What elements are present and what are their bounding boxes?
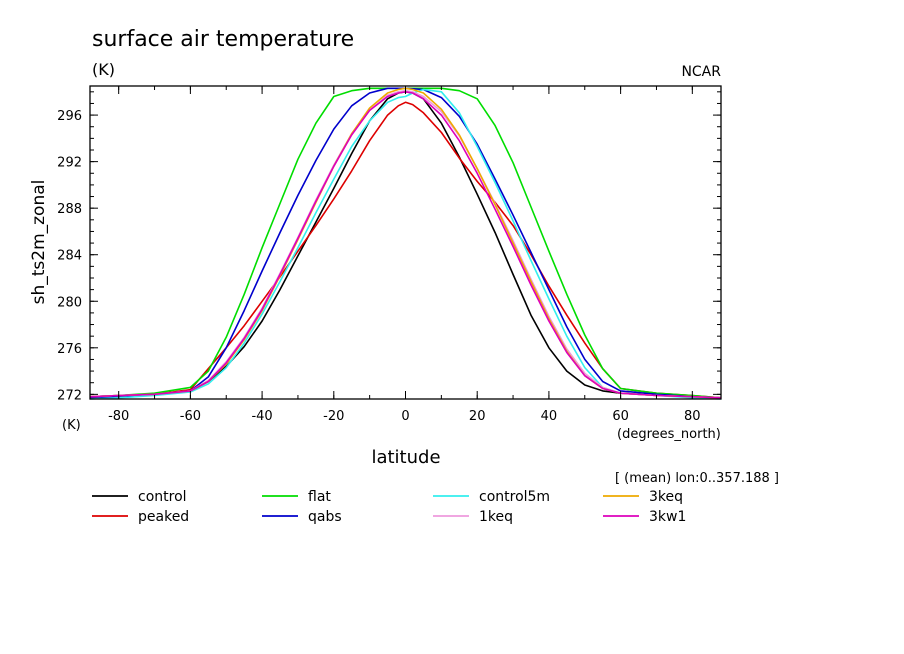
x-tick-label: 60 bbox=[612, 409, 629, 424]
series-line-control5m bbox=[89, 88, 722, 400]
y-tick-label: 292 bbox=[57, 156, 82, 171]
series-layer bbox=[89, 87, 722, 400]
x-axis-label: latitude bbox=[371, 447, 440, 468]
x-tick-label: -60 bbox=[180, 409, 201, 424]
legend-label-flat: flat bbox=[308, 489, 331, 505]
plot-area: -80 -60 -40 -20 0 20 40 60 80 272 276 280 284 288 292 2… bbox=[57, 85, 722, 424]
x-tick-label: 80 bbox=[684, 409, 701, 424]
y-axis-units: (K) bbox=[62, 418, 81, 433]
x-tick-label: 0 bbox=[401, 409, 409, 424]
y-tick-label: 288 bbox=[57, 202, 82, 217]
x-tick-label: -80 bbox=[108, 409, 129, 424]
credit-label: NCAR bbox=[681, 64, 721, 80]
series-line-control bbox=[89, 91, 722, 399]
series-line-1keq bbox=[89, 89, 722, 399]
chart-subtitle: [ (mean) lon:0..357.188 ] bbox=[615, 471, 779, 486]
x-tick-label: 20 bbox=[469, 409, 486, 424]
y-tick-label: 276 bbox=[57, 342, 82, 357]
series-line-3keq bbox=[89, 87, 722, 399]
tick-layer: -80 -60 -40 -20 0 20 40 60 80 272 276 280 284 288 292 2… bbox=[57, 86, 721, 424]
y-tick-label: 296 bbox=[57, 109, 82, 124]
x-axis-units: (degrees_north) bbox=[617, 427, 721, 442]
legend-label-control5m: control5m bbox=[479, 489, 550, 505]
legend-label-qabs: qabs bbox=[308, 509, 342, 525]
legend: control flat control5m 3keq peaked qabs 1keq 3k… bbox=[92, 489, 686, 525]
series-line-flat bbox=[89, 87, 722, 399]
y-tick-label: 284 bbox=[57, 249, 82, 264]
legend-label-3kw1: 3kw1 bbox=[649, 509, 686, 525]
x-tick-label: 40 bbox=[541, 409, 558, 424]
legend-label-3keq: 3keq bbox=[649, 489, 683, 505]
y-axis-label: sh_ts2m_zonal bbox=[29, 180, 49, 305]
series-line-3kw1 bbox=[89, 91, 722, 399]
legend-label-control: control bbox=[138, 489, 187, 505]
units-label: (K) bbox=[92, 60, 115, 79]
series-line-qabs bbox=[89, 87, 722, 399]
y-tick-label: 280 bbox=[57, 295, 82, 310]
legend-label-peaked: peaked bbox=[138, 509, 189, 525]
x-tick-label: -20 bbox=[323, 409, 344, 424]
series-line-peaked bbox=[89, 101, 722, 399]
x-tick-label: -40 bbox=[251, 409, 272, 424]
y-tick-label: 272 bbox=[57, 388, 82, 403]
plot-frame bbox=[89, 85, 722, 400]
chart-title: surface air temperature bbox=[92, 27, 354, 52]
legend-label-1keq: 1keq bbox=[479, 509, 513, 525]
